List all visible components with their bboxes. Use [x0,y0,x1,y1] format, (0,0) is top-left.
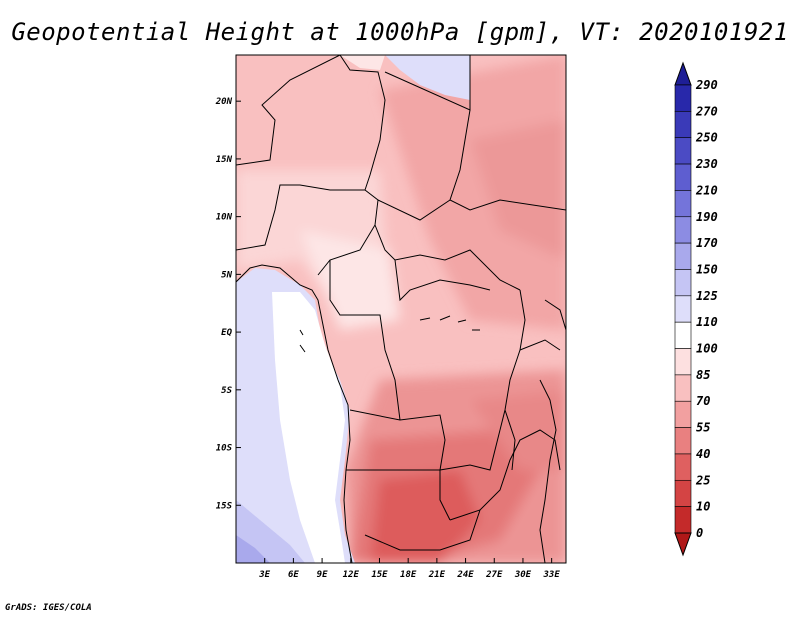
y-tick-label: 20N [215,97,233,107]
y-axis: 20N 15N 10N 5N EQ 5S 10S 15S [215,97,241,511]
colorbar-label: 10 [696,500,710,514]
colorbar-swatch [674,216,692,244]
colorbar-swatch [674,295,692,323]
x-tick-label: 33E [543,570,561,580]
map-frame [235,54,567,564]
colorbar-label: 230 [695,157,718,171]
y-tick-label: EQ [221,328,232,338]
colorbar-swatch [674,163,692,191]
colorbar-label: 210 [695,183,718,197]
x-tick-label: 15E [371,570,388,580]
y-tick-label: 5S [221,386,232,396]
colorbar-bottom-triangle [674,532,692,557]
x-axis: 3E 6E 9E 12E 15E 18E 21E 24E 27E 30E 33E [258,558,560,580]
colorbar-swatch [674,453,692,481]
colorbar-swatch [674,84,692,112]
colorbar-label: 25 [695,473,710,487]
x-tick-label: 6E [288,570,299,580]
colorbar-top-triangle [674,61,692,86]
x-tick-label: 3E [258,570,270,580]
colorbar-label: 40 [696,447,710,461]
x-tick-label: 21E [428,570,446,580]
colorbar-swatch [674,479,692,507]
country-boundaries [236,55,566,563]
colorbar-swatch [674,506,692,534]
colorbar-label: 290 [695,78,718,92]
colorbar-swatch [674,111,692,139]
x-tick-label: 27E [485,570,503,580]
colorbar-label: 55 [696,421,710,435]
y-tick-label: 5N [221,270,232,280]
x-tick-label: 9E [317,570,328,580]
colorbar-label: 190 [696,210,718,224]
colorbar-label: 110 [696,315,718,329]
colorbar-label: 170 [696,236,718,250]
y-tick-label: 15S [216,501,233,511]
colorbar-label: 70 [696,394,710,408]
colorbar-swatch [674,348,692,376]
colorbar-label: 150 [696,262,718,276]
geopotential-field [236,55,566,563]
y-tick-label: 10S [216,444,233,454]
y-tick-label: 15N [216,155,233,165]
colorbar-label: 100 [696,342,718,356]
colorbar-swatch [674,269,692,297]
y-tick-label: 10N [216,213,233,223]
x-tick-label: 12E [343,570,360,580]
colorbar-label: 0 [696,526,703,540]
x-tick-label: 30E [514,570,532,580]
colorbar-swatch [674,190,692,218]
colorbar-swatch [674,427,692,455]
colorbar-swatch [674,374,692,402]
colorbar-swatch [674,321,692,349]
x-tick-label: 18E [400,570,417,580]
colorbar-swatch [674,242,692,270]
colorbar-label: 125 [696,289,718,303]
map-title: Geopotential Height at 1000hPa [gpm], VT… [11,18,789,46]
grads-credit: GrADS: IGES/COLA [5,603,92,613]
colorbar-label: 250 [695,131,718,145]
colorbar-label: 270 [695,104,718,118]
colorbar-swatch [674,400,692,428]
colorbar-label: 85 [696,368,710,382]
colorbar-swatch [674,137,692,165]
colorbar: 2902702502302101901701501251101008570554… [674,61,718,557]
x-tick-label: 24E [456,570,474,580]
